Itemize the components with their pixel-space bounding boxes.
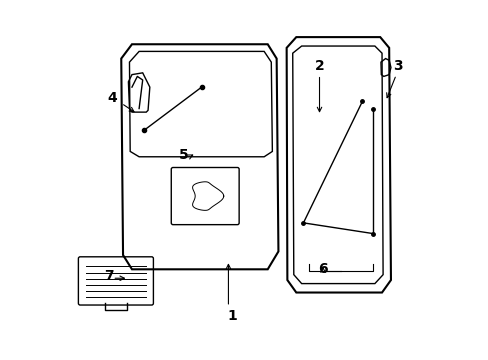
Text: 1: 1 <box>226 309 236 323</box>
Text: 6: 6 <box>318 262 327 276</box>
Text: 2: 2 <box>314 59 324 73</box>
Text: 5: 5 <box>179 148 188 162</box>
Text: 7: 7 <box>104 269 113 283</box>
Text: 3: 3 <box>392 59 402 73</box>
Text: 4: 4 <box>107 91 117 105</box>
